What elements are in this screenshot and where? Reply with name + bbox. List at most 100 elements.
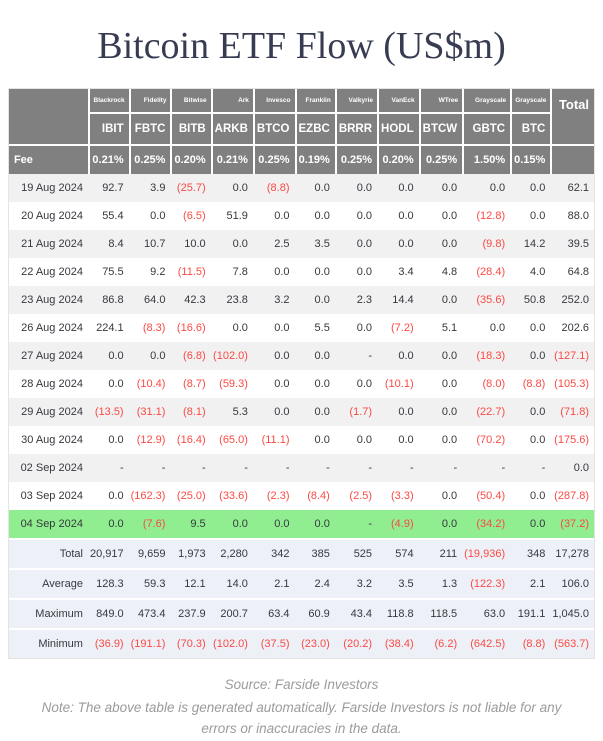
value-cell: 0.0 bbox=[462, 314, 511, 342]
value-cell: 8.4 bbox=[87, 230, 129, 258]
value-cell: 0.0 bbox=[510, 510, 551, 538]
value-cell: (16.6) bbox=[170, 314, 211, 342]
value-cell: (34.2) bbox=[462, 510, 511, 538]
value-cell: 0.0 bbox=[294, 398, 335, 426]
ticker-cell: BTC bbox=[510, 114, 551, 146]
summary-value-cell: 3.2 bbox=[334, 568, 378, 598]
data-row: 29 Aug 2024 (13.5) (31.1) (8.1) 5.3 0.0 0.0 (1.… bbox=[8, 398, 595, 426]
date-cell: 29 Aug 2024 bbox=[8, 398, 88, 426]
value-cell: (2.3) bbox=[252, 482, 295, 510]
issuer-cell: Ark bbox=[210, 89, 253, 114]
value-cell: (6.5) bbox=[170, 202, 211, 230]
value-cell: 5.3 bbox=[210, 398, 253, 426]
value-cell: 0.0 bbox=[252, 342, 295, 370]
summary-value-cell: 1,973 bbox=[170, 538, 211, 568]
value-cell: 0.0 bbox=[510, 314, 551, 342]
value-cell: 0.0 bbox=[87, 510, 129, 538]
summary-value-cell: (36.9) bbox=[87, 628, 129, 658]
issuer-cell: Bitwise bbox=[170, 89, 211, 114]
fee-cell: 0.19% bbox=[294, 146, 335, 174]
summary-value-cell: 348 bbox=[510, 538, 551, 568]
summary-value-cell: 59.3 bbox=[128, 568, 171, 598]
value-cell: 0.0 bbox=[87, 370, 129, 398]
value-cell: 92.7 bbox=[87, 174, 129, 202]
value-cell: (10.1) bbox=[377, 370, 419, 398]
total-cell: 0.0 bbox=[550, 454, 595, 482]
value-cell: 0.0 bbox=[510, 482, 551, 510]
fee-cell: 0.20% bbox=[170, 146, 211, 174]
value-cell: (7.2) bbox=[377, 314, 419, 342]
issuer-row: Blackrock Fidelity Bitwise Ark Invesco Frankl… bbox=[8, 89, 595, 146]
value-cell: 0.0 bbox=[210, 314, 253, 342]
total-cell: 39.5 bbox=[550, 230, 595, 258]
summary-total-cell: (563.7) bbox=[550, 628, 595, 658]
value-cell: 0.0 bbox=[87, 482, 129, 510]
value-cell: - bbox=[418, 454, 463, 482]
summary-row: Maximum 849.0 473.4 237.9 200.7 63.4 60.9 43.4 1… bbox=[8, 598, 595, 628]
value-cell: 3.2 bbox=[252, 286, 295, 314]
summary-value-cell: 2.1 bbox=[252, 568, 295, 598]
summary-value-cell: 43.4 bbox=[334, 598, 378, 628]
value-cell: 50.8 bbox=[510, 286, 551, 314]
summary-value-cell: 1.3 bbox=[418, 568, 463, 598]
summary-value-cell: 473.4 bbox=[128, 598, 171, 628]
date-cell: 20 Aug 2024 bbox=[8, 202, 88, 230]
summary-row: Minimum (36.9) (191.1) (70.3) (102.0) (37.5)(… bbox=[8, 628, 595, 658]
value-cell: - bbox=[334, 454, 378, 482]
total-cell: 88.0 bbox=[550, 202, 595, 230]
value-cell: 3.4 bbox=[377, 258, 419, 286]
ticker-cell: IBIT bbox=[87, 114, 129, 146]
value-cell: (8.3) bbox=[128, 314, 171, 342]
value-cell: (1.7) bbox=[334, 398, 378, 426]
value-cell: (25.7) bbox=[170, 174, 211, 202]
value-cell: 3.5 bbox=[294, 230, 335, 258]
value-cell: (8.0) bbox=[462, 370, 511, 398]
date-cell: 04 Sep 2024 bbox=[8, 510, 88, 538]
value-cell: 0.0 bbox=[334, 202, 378, 230]
value-cell: (8.8) bbox=[510, 370, 551, 398]
value-cell: (10.4) bbox=[128, 370, 171, 398]
value-cell: - bbox=[252, 454, 295, 482]
value-cell: (25.0) bbox=[170, 482, 211, 510]
value-cell: 55.4 bbox=[87, 202, 129, 230]
value-cell: 0.0 bbox=[377, 426, 419, 454]
data-row: 21 Aug 2024 8.4 10.7 10.0 0.0 2.5 3.5 0.0 0.0 0.0… bbox=[8, 230, 595, 258]
summary-value-cell: 574 bbox=[377, 538, 419, 568]
total-cell: 64.8 bbox=[550, 258, 595, 286]
summary-value-cell: 211 bbox=[418, 538, 463, 568]
value-cell: 0.0 bbox=[210, 230, 253, 258]
value-cell: (8.1) bbox=[170, 398, 211, 426]
ticker-row: IBIT FBTC BITB ARKB BTCO EZBC BRRR HODL BTCW GBTC… bbox=[9, 114, 594, 146]
data-row: 19 Aug 2024 92.7 3.9 (25.7) 0.0 (8.8) 0.0 0.0 0.… bbox=[8, 174, 595, 202]
summary-value-cell: (70.3) bbox=[170, 628, 211, 658]
value-cell: 10.0 bbox=[170, 230, 211, 258]
value-cell: 5.1 bbox=[418, 314, 463, 342]
value-cell: - bbox=[334, 510, 378, 538]
date-cell: 02 Sep 2024 bbox=[8, 454, 88, 482]
date-cell: 19 Aug 2024 bbox=[8, 174, 88, 202]
value-cell: (70.2) bbox=[462, 426, 511, 454]
value-cell: 0.0 bbox=[87, 342, 129, 370]
value-cell: 0.0 bbox=[294, 202, 335, 230]
value-cell: (50.4) bbox=[462, 482, 511, 510]
value-cell: 0.0 bbox=[510, 174, 551, 202]
total-cell: (71.8) bbox=[550, 398, 595, 426]
value-cell: (11.5) bbox=[170, 258, 211, 286]
value-cell: 224.1 bbox=[87, 314, 129, 342]
value-cell: 7.8 bbox=[210, 258, 253, 286]
issuer-cell: Blackrock bbox=[87, 89, 129, 114]
data-row: 28 Aug 2024 0.0 (10.4) (8.7) (59.3) 0.0 0.0 0.0… bbox=[8, 370, 595, 398]
total-cell: (287.8) bbox=[550, 482, 595, 510]
value-cell: (18.3) bbox=[462, 342, 511, 370]
ticker-cell: HODL bbox=[377, 114, 419, 146]
value-cell: 4.0 bbox=[510, 258, 551, 286]
value-cell: 0.0 bbox=[377, 398, 419, 426]
data-row: 03 Sep 2024 0.0 (162.3) (25.0) (33.6) (2.3) (8… bbox=[8, 482, 595, 510]
value-cell: 10.7 bbox=[128, 230, 171, 258]
value-cell: 0.0 bbox=[510, 342, 551, 370]
summary-value-cell: 385 bbox=[294, 538, 335, 568]
value-cell: 0.0 bbox=[462, 174, 511, 202]
table-body: 19 Aug 2024 92.7 3.9 (25.7) 0.0 (8.8) 0.0 0.0 0.… bbox=[8, 174, 595, 538]
value-cell: (31.1) bbox=[128, 398, 171, 426]
data-row: 04 Sep 2024 0.0 (7.6) 9.5 0.0 0.0 0.0- (4.9) 0.0… bbox=[8, 510, 595, 538]
